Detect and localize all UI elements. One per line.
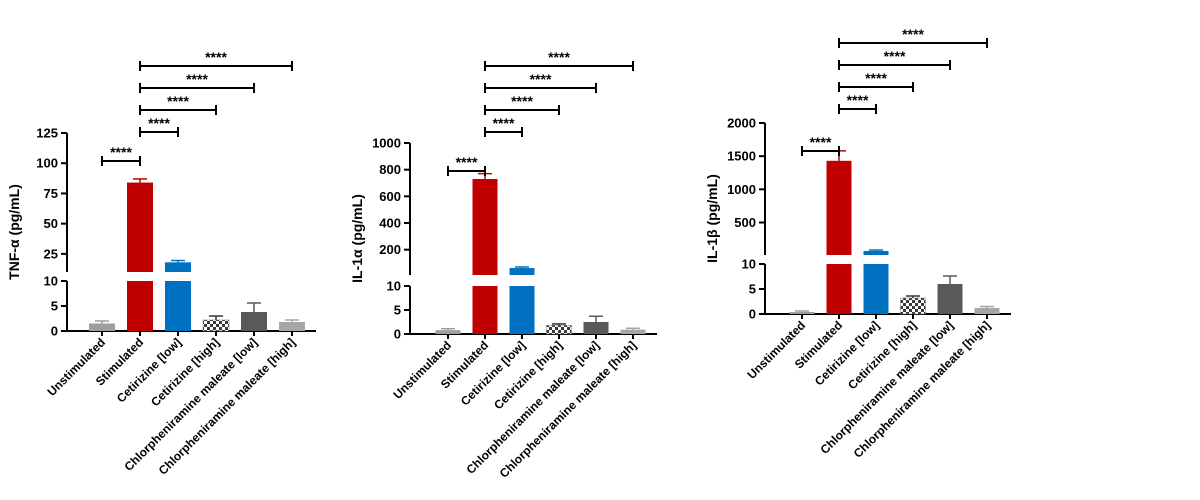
category-label: Cetirizine [high] [148,335,222,409]
bar-cetirizine-high- [546,325,572,335]
y-tick-label: 5 [394,303,401,318]
bar-cetirizine-high- [900,297,926,315]
significance-label: **** [186,71,208,87]
y-tick-label: 125 [36,126,58,141]
category-label: Chlorpheniramine maleate [high] [851,318,993,460]
significance-label: **** [205,49,227,65]
y-tick-label: 10 [387,279,401,294]
chart-1: 0 5 10 25 50 75 100 125 TNF-α (pg/mL) Unstimulate… [6,49,316,478]
y-tick-label: 0 [51,324,58,339]
significance-label: **** [456,154,478,170]
significance-label: **** [847,92,869,108]
bar-cetirizine-low- [863,251,889,255]
y-tick-label: 10 [44,274,58,289]
y-tick-label: 75 [44,186,58,201]
y-tick-label: 400 [379,216,401,231]
significance-label: **** [902,26,924,42]
bar-cetirizine-low- [165,262,191,272]
bar-cetirizine-low- [509,268,535,275]
significance-label: **** [110,144,132,160]
significance-label: **** [167,93,189,109]
y-tick-label: 1000 [727,182,756,197]
bar-lower-segment [472,286,498,334]
bar-chlorpheniramine-maleate-high- [279,322,305,331]
y-tick-label: 600 [379,189,401,204]
y-tick-label: 500 [734,215,756,230]
category-label: Unstimulated [44,335,108,399]
significance-bracket: **** [484,93,560,115]
y-tick-label: 800 [379,162,401,177]
significance-bracket: **** [838,48,951,70]
y-tick-label: 1500 [727,149,756,164]
significance-bracket: **** [801,134,840,156]
category-label: Chlorpheniramine maleate [high] [156,335,298,477]
chart-3: 0 5 10 500 1000 1500 2000 IL-1β (pg/mL) Unstimul… [704,26,1011,461]
significance-bracket: **** [838,26,988,48]
bar-chlorpheniramine-maleate-high- [974,308,1000,314]
significance-bracket: **** [139,71,255,93]
bar-chlorpheniramine-maleate-high- [620,329,646,334]
significance-bracket: **** [139,115,179,137]
significance-label: **** [530,71,552,87]
significance-label: **** [493,115,515,131]
y-tick-label: 100 [36,156,58,171]
y-tick-label: 2000 [727,116,756,131]
y-tick-label: 1000 [372,136,401,151]
significance-label: **** [511,93,533,109]
significance-bracket: **** [139,93,217,115]
significance-label: **** [884,48,906,64]
significance-bracket: **** [484,49,634,71]
bar-chlorpheniramine-maleate-low- [583,322,609,334]
significance-bracket: **** [484,115,523,137]
y-tick-label: 50 [44,216,58,231]
bar-chlorpheniramine-maleate-low- [241,312,267,331]
bar-unstimulated [435,330,461,334]
significance-label: **** [810,134,832,150]
significance-bracket: **** [838,92,877,114]
bar-lower-segment [826,264,852,314]
bar-lower-segment [863,264,889,314]
chart-2: 0 5 10 200 400 600 800 1000 IL-1α (pg/mL) Unstimu… [349,49,657,481]
y-tick-label: 0 [394,327,401,342]
significance-bracket: **** [484,71,597,93]
bar-unstimulated [789,312,815,314]
category-label: Cetirizine [low] [812,318,882,388]
y-tick-label: 0 [749,307,756,322]
significance-bracket: **** [139,49,293,71]
bar-lower-segment [127,281,153,331]
category-label: Chlorpheniramine maleate [high] [497,338,639,480]
category-label: Chlorpheniramine maleate [low] [817,318,956,457]
bar-stimulated [826,160,852,255]
significance-bracket: **** [101,144,141,166]
bar-lower-segment [509,286,535,334]
significance-label: **** [865,70,887,86]
significance-bracket: **** [447,154,486,176]
significance-label: **** [148,115,170,131]
significance-label: **** [548,49,570,65]
bar-stimulated [127,182,153,272]
bar-chlorpheniramine-maleate-low- [937,284,963,314]
significance-bracket: **** [838,70,914,92]
category-label: Unstimulated [390,338,454,402]
bar-lower-segment [165,281,191,331]
y-axis-label: IL-1β (pg/mL) [704,174,720,263]
y-tick-label: 25 [44,246,58,261]
category-label: Chlorpheniramine maleate [low] [463,338,602,477]
category-label: Cetirizine [low] [458,338,528,408]
y-tick-label: 10 [742,257,756,272]
y-tick-label: 200 [379,242,401,257]
y-tick-label: 5 [749,282,756,297]
bar-unstimulated [89,323,115,331]
y-tick-label: 5 [51,299,58,314]
bar-cetirizine-high- [202,319,230,332]
y-axis-label: IL-1α (pg/mL) [349,194,365,283]
y-axis-label: TNF-α (pg/mL) [6,184,22,280]
bar-stimulated [472,179,498,275]
category-label: Unstimulated [744,318,808,382]
